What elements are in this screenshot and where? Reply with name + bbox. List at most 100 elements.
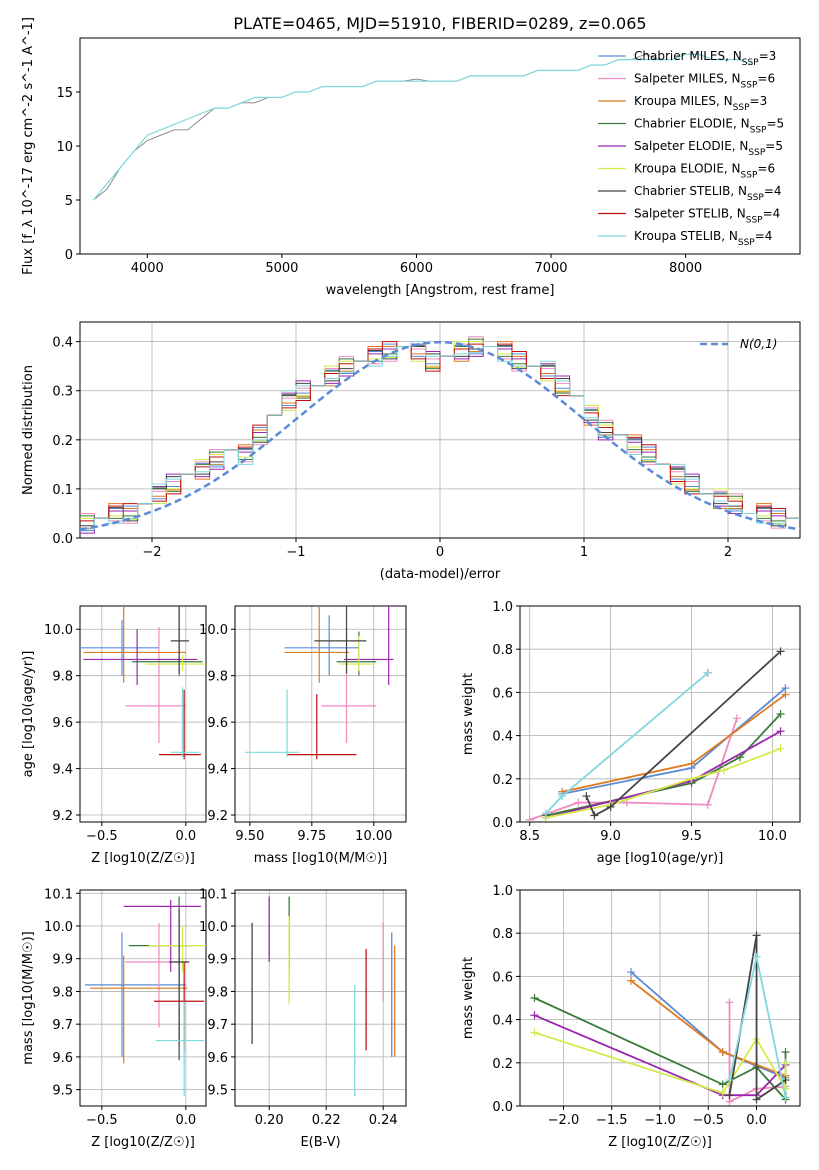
legend-entry: Chabrier MILES, NSSP=3 bbox=[634, 49, 776, 68]
legend-value: =3 bbox=[759, 49, 777, 63]
y-tick-label: 10.0 bbox=[44, 623, 73, 638]
x-tick-label: 0.0 bbox=[746, 1113, 767, 1128]
weight-marker bbox=[725, 1076, 734, 1085]
x-tick-label: 1 bbox=[580, 545, 588, 560]
axes-frame bbox=[519, 605, 801, 823]
x-tick-label: −0.5 bbox=[86, 829, 118, 844]
x-tick-label: −2.0 bbox=[548, 1113, 580, 1128]
legend-entry: Salpeter ELODIE, NSSP=5 bbox=[634, 139, 783, 158]
plot-area bbox=[530, 931, 790, 1106]
x-axis-label: Z [log10(Z/Z☉)] bbox=[91, 1135, 195, 1150]
y-tick-label: 10.0 bbox=[44, 920, 73, 935]
y-tick-label: 9.6 bbox=[52, 1051, 73, 1066]
legend-value: =6 bbox=[757, 162, 775, 176]
weight-marker bbox=[776, 647, 785, 656]
legend-entry: Salpeter MILES, NSSP=6 bbox=[634, 72, 775, 91]
y-tick-label: 9.2 bbox=[52, 809, 73, 824]
y-axis-label: mass [log10(M/M☉)] bbox=[21, 931, 36, 1064]
y-tick-label: 0.1 bbox=[52, 483, 73, 498]
y-tick-label: 0.8 bbox=[492, 643, 513, 658]
y-tick-label: 9.4 bbox=[207, 763, 228, 778]
weight-marker bbox=[606, 802, 615, 811]
plot-area bbox=[525, 647, 790, 822]
weight-marker bbox=[627, 976, 636, 985]
weight-line bbox=[534, 1014, 787, 1097]
x-tick-label: −0.5 bbox=[86, 1113, 118, 1128]
panel-mass-vs-EBV: 0.20 0.22 0.24 9.5 9.6 9.7 9.8 9.9 10.0 10.1 E(B-V… bbox=[199, 887, 407, 1150]
y-tick-label: 0.6 bbox=[492, 970, 513, 985]
x-axis-label: (data-model)/error bbox=[380, 567, 501, 582]
x-tick-label: 0.0 bbox=[175, 1113, 196, 1128]
weight-marker bbox=[530, 994, 539, 1002]
legend-entry: Kroupa ELODIE, NSSP=6 bbox=[634, 162, 775, 181]
weight-marker bbox=[752, 952, 761, 961]
x-tick-label: −1.0 bbox=[644, 1113, 676, 1128]
x-tick-label: 10.00 bbox=[355, 829, 392, 844]
y-tick-label: 0.8 bbox=[492, 927, 513, 942]
weight-marker bbox=[781, 690, 790, 699]
y-tick-label: 9.7 bbox=[52, 1018, 73, 1033]
axes-frame bbox=[79, 321, 801, 539]
series-model bbox=[92, 53, 754, 201]
legend-value: =5 bbox=[766, 117, 784, 131]
weight-marker bbox=[781, 1093, 790, 1102]
plot-area bbox=[80, 336, 800, 534]
panel-mass-weight-vs-age: 8.5 9.0 9.5 10.0 0.0 0.2 0.4 0.6 0.8 1.0 age [log1… bbox=[461, 600, 801, 866]
y-tick-label: 9.8 bbox=[207, 985, 228, 1000]
weight-marker bbox=[530, 1028, 539, 1037]
weight-line bbox=[561, 693, 786, 793]
x-tick-label: 8.5 bbox=[519, 829, 540, 844]
legend-subscript: SSP bbox=[741, 81, 758, 91]
gaussian-curve bbox=[80, 340, 800, 531]
y-tick-label: 9.6 bbox=[52, 716, 73, 731]
legend-subscript: SSP bbox=[747, 193, 764, 203]
legend-entry: Salpeter STELIB, NSSP=4 bbox=[634, 207, 780, 226]
panel-age-vs-mass: 9.50 9.75 10.00 9.2 9.4 9.6 9.8 10.0 mass [log10… bbox=[199, 605, 407, 866]
y-tick-label: 10.1 bbox=[199, 887, 228, 902]
plot-area bbox=[80, 606, 206, 760]
weight-marker bbox=[525, 815, 534, 822]
y-tick-label: 10 bbox=[56, 140, 73, 155]
y-tick-label: 0.3 bbox=[52, 385, 73, 400]
weight-marker bbox=[627, 968, 636, 977]
y-tick-label: 9.4 bbox=[52, 763, 73, 778]
y-tick-label: 9.6 bbox=[207, 1051, 228, 1066]
weight-marker bbox=[781, 1058, 790, 1067]
weight-line bbox=[545, 713, 782, 817]
weight-marker bbox=[725, 998, 734, 1007]
weight-marker bbox=[732, 714, 741, 723]
y-tick-label: 0.0 bbox=[492, 1100, 513, 1115]
x-tick-label: 4000 bbox=[131, 261, 164, 276]
panel-mass-weight-vs-Z: −2.0 −1.5 −1.0 −0.5 0.0 0.0 0.2 0.4 0.6 0.8 1.0 Z [… bbox=[461, 884, 801, 1150]
y-tick-label: 1.0 bbox=[492, 884, 513, 899]
plot-area bbox=[92, 53, 754, 201]
x-axis-label: E(B-V) bbox=[300, 1135, 340, 1150]
weight-marker bbox=[718, 1089, 727, 1098]
x-tick-label: 9.5 bbox=[681, 829, 702, 844]
y-tick-label: 10.0 bbox=[199, 623, 228, 638]
x-tick-label: 9.50 bbox=[235, 829, 264, 844]
weight-marker bbox=[530, 1011, 539, 1020]
y-tick-label: 9.9 bbox=[207, 953, 228, 968]
weight-marker bbox=[541, 809, 550, 818]
figure-title: PLATE=0465, MJD=51910, FIBERID=0289, z=0… bbox=[233, 14, 646, 33]
legend-entry: N(0,1) bbox=[740, 337, 777, 351]
y-tick-label: 0.0 bbox=[52, 532, 73, 547]
plot-area bbox=[251, 896, 396, 1097]
x-tick-label: −1 bbox=[286, 545, 305, 560]
panel-mass-vs-Z: −0.5 0.0 9.5 9.6 9.7 9.8 9.9 10.0 10.1 Z [log10(Z… bbox=[21, 887, 207, 1150]
y-tick-label: 10.0 bbox=[199, 920, 228, 935]
legend-value: =6 bbox=[757, 72, 775, 86]
x-tick-label: −1.5 bbox=[596, 1113, 628, 1128]
legend-subscript: SSP bbox=[748, 148, 765, 158]
x-tick-label: 2 bbox=[724, 545, 732, 560]
legend-subscript: SSP bbox=[746, 216, 763, 226]
weight-marker bbox=[574, 798, 583, 807]
x-tick-label: 5000 bbox=[265, 261, 298, 276]
x-axis-label: age [log10(age/yr)] bbox=[597, 851, 724, 866]
y-tick-label: 0.2 bbox=[492, 773, 513, 788]
legend-value: =3 bbox=[750, 94, 768, 108]
weight-marker bbox=[719, 766, 728, 775]
y-tick-label: 9.2 bbox=[207, 809, 228, 824]
